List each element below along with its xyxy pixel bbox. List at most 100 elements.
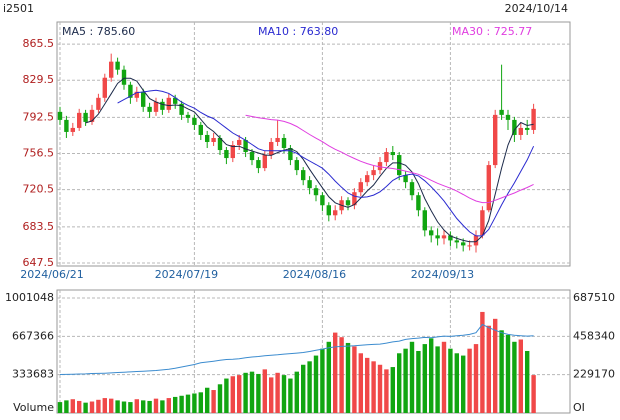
y-tick-label: 683.5 [23, 220, 55, 233]
volume-bar [371, 361, 376, 413]
candle-body [333, 210, 338, 216]
volume-bar [397, 353, 402, 413]
volume-bar [480, 311, 485, 413]
candle-body [397, 155, 402, 176]
x-tick-label: 2024/08/16 [283, 268, 346, 281]
candle-body [358, 182, 363, 193]
candle-body [70, 127, 75, 132]
volume-bar [345, 342, 351, 413]
candle-body [153, 101, 159, 112]
candle-body [454, 240, 459, 243]
candle-body [230, 145, 235, 159]
volume-bar [153, 398, 159, 413]
candle-body [115, 61, 120, 70]
candle-body [147, 106, 152, 112]
volume-bar [211, 390, 216, 413]
volume-bar [313, 355, 319, 413]
volume-bar [217, 384, 223, 413]
chart-title: i2501 [3, 2, 34, 15]
volume-bar [89, 401, 95, 413]
legend-entry: MA5 : 785.60 [62, 25, 135, 38]
candle-body [435, 235, 440, 239]
volume-bar [173, 396, 178, 413]
volume-bar [269, 377, 274, 413]
volume-bar [224, 378, 229, 413]
volume-bar [230, 376, 235, 413]
volume-bar [147, 400, 152, 413]
candle-body [377, 162, 383, 171]
candle-body [275, 137, 280, 142]
candle-body [288, 148, 293, 161]
y-tick-label: 647.5 [23, 256, 55, 269]
candle-body [345, 200, 351, 206]
candle-body [403, 175, 408, 183]
volume-bar [518, 339, 523, 413]
candle-body [505, 114, 511, 120]
volume-bar [467, 348, 472, 413]
candle-body [121, 69, 127, 85]
candle-body [486, 165, 491, 211]
candle-body [416, 195, 421, 211]
volume-bar [77, 400, 82, 413]
volume-bar [166, 398, 171, 413]
volume-bar [473, 344, 479, 413]
volume-bar [243, 372, 248, 413]
candle-body [307, 180, 312, 189]
candle-body [448, 235, 453, 241]
volume-bar [288, 378, 293, 413]
candle-body [205, 134, 210, 142]
y-tick-label: 829.5 [23, 73, 55, 86]
candle-body [173, 97, 178, 104]
x-tick-label: 2024/06/21 [20, 268, 83, 281]
candle-body [390, 152, 395, 156]
volume-bar [493, 318, 498, 413]
volume-bar [281, 375, 287, 413]
volume-bar [512, 341, 517, 413]
candle-body [128, 84, 133, 98]
y2-tick-label: 458340 [573, 329, 615, 342]
candle-body [89, 109, 95, 122]
volume-bar [429, 338, 434, 413]
volume-bar [275, 372, 280, 413]
volume-bar [384, 369, 389, 413]
candle-body [77, 112, 82, 128]
legend-entry: MA10 : 763.80 [258, 25, 338, 38]
volume-bar [64, 400, 69, 413]
candle-body [243, 139, 248, 153]
candle-body [301, 170, 306, 181]
ma-line [85, 77, 534, 243]
volume-bar [377, 364, 383, 413]
candle-body [512, 119, 517, 135]
candle-body [237, 139, 242, 146]
y2-axis-label: OI [573, 401, 585, 414]
y2-tick-label: 687510 [573, 291, 615, 304]
volume-bar [160, 400, 165, 413]
y-tick-label: 667366 [12, 329, 54, 342]
x-tick-label: 2024/09/13 [411, 268, 474, 281]
volume-bar [326, 341, 331, 413]
candle-body [473, 235, 479, 246]
candle-body [141, 91, 146, 107]
candle-body [64, 119, 69, 132]
candle-body [294, 160, 299, 171]
volume-bar [365, 357, 370, 413]
candle-body [281, 137, 287, 149]
candle-body [57, 111, 63, 120]
volume-bar [416, 350, 421, 413]
volume-bar [134, 399, 139, 413]
candle-body [493, 114, 498, 166]
volume-bar [435, 346, 440, 413]
candle-body [179, 103, 184, 115]
volume-bar [109, 398, 114, 413]
volume-bar [461, 355, 466, 413]
candle-body [198, 124, 203, 135]
candle-body [134, 91, 139, 98]
candle-body [109, 61, 114, 78]
panel-frame [56, 21, 571, 267]
volume-bar [390, 367, 395, 413]
x-tick-label: 2024/07/19 [155, 268, 218, 281]
y2-tick-label: 229170 [573, 368, 615, 381]
volume-bar [141, 400, 146, 413]
